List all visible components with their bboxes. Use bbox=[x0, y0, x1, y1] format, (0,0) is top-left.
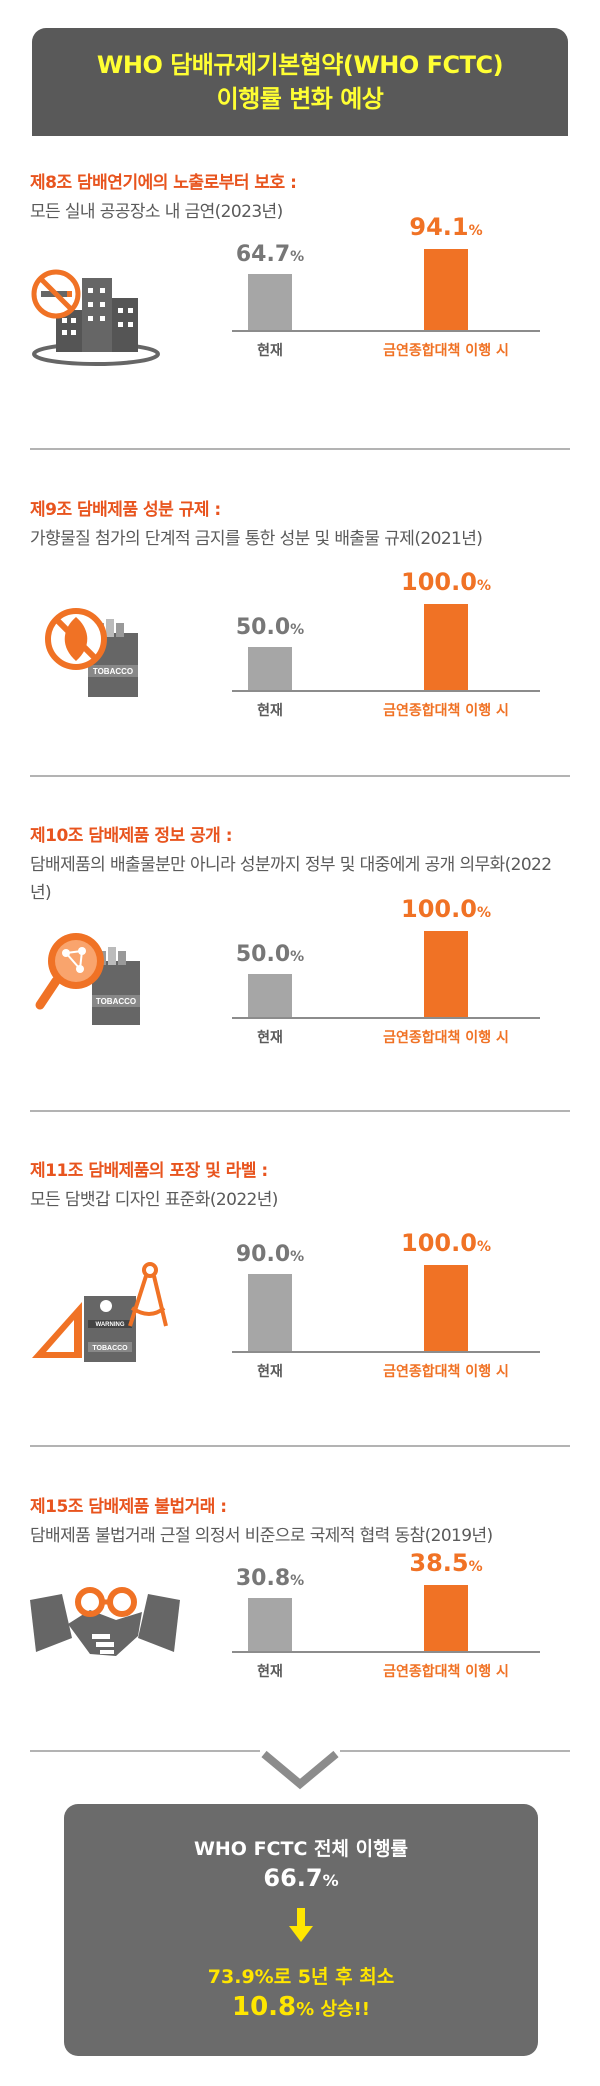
category-label-current: 현재 bbox=[257, 1664, 283, 1680]
bar-current bbox=[248, 1274, 292, 1351]
category-label-target: 금연종합대책 이행 시 bbox=[383, 1364, 509, 1380]
section-description: 가향물질 첨가의 단계적 금지를 통한 성분 및 배출물 규제(2021년) bbox=[30, 529, 483, 549]
arrow-down-icon bbox=[289, 1908, 313, 1942]
value-number: 50.0 bbox=[235, 615, 291, 640]
value-label-current: 30.8% bbox=[190, 1566, 350, 1591]
value-label-target: 38.5% bbox=[366, 1549, 526, 1577]
summary-rise-value: 10.8 bbox=[232, 1992, 297, 2022]
value-number: 64.7 bbox=[235, 242, 291, 267]
article-section-2: 제9조 담배제품 성분 규제 : 가향물질 첨가의 단계적 금지를 통한 성분 및… bbox=[0, 495, 600, 775]
value-unit: % bbox=[468, 223, 483, 239]
category-label-target: 금연종합대책 이행 시 bbox=[383, 343, 509, 359]
value-number: 100.0 bbox=[401, 568, 477, 596]
section-title: 제11조 담배제품의 포장 및 라벨 : bbox=[30, 1161, 268, 1181]
category-label-target: 금연종합대책 이행 시 bbox=[383, 703, 509, 719]
magnifier-tobacco-icon: TOBACCO bbox=[32, 921, 172, 1035]
value-label-target: 100.0% bbox=[366, 568, 526, 596]
bar-current bbox=[248, 274, 292, 330]
category-label-current: 현재 bbox=[257, 1364, 283, 1380]
category-label-current: 현재 bbox=[257, 1030, 283, 1046]
bar-current bbox=[248, 647, 292, 690]
article-section-4: 제11조 담배제품의 포장 및 라벨 : 모든 담뱃갑 디자인 표준화(2022년… bbox=[0, 1156, 600, 1445]
value-label-target: 100.0% bbox=[366, 1229, 526, 1257]
no-smoking-leaf-tobacco-icon: TOBACCO bbox=[36, 595, 176, 709]
section-title: 제9조 담배제품 성분 규제 : bbox=[30, 500, 221, 520]
bar-current bbox=[248, 974, 292, 1017]
section-divider bbox=[30, 1445, 570, 1447]
section-title: 제10조 담배제품 정보 공개 : bbox=[30, 826, 233, 846]
bar-target bbox=[424, 1585, 468, 1651]
bar-target bbox=[424, 1265, 468, 1351]
header-title-line1: WHO 담배규제기본협약(WHO FCTC) bbox=[96, 51, 504, 79]
value-number: 100.0 bbox=[401, 895, 477, 923]
category-label-target: 금연종합대책 이행 시 bbox=[383, 1030, 509, 1046]
bar-target bbox=[424, 604, 468, 690]
value-unit: % bbox=[290, 949, 305, 965]
section-description: 담배제품 불법거래 근절 의정서 비준으로 국제적 협력 동참(2019년) bbox=[30, 1526, 493, 1546]
value-number: 50.0 bbox=[235, 942, 291, 967]
value-number: 94.1 bbox=[409, 213, 469, 241]
article-section-1: 제8조 담배연기에의 노출로부터 보호 : 모든 실내 공공장소 내 금연(202… bbox=[0, 168, 600, 448]
value-label-target: 100.0% bbox=[366, 895, 526, 923]
pack-text: TOBACCO bbox=[92, 1345, 128, 1352]
value-label-current: 50.0% bbox=[190, 615, 350, 640]
summary-title: WHO FCTC 전체 이행률 bbox=[193, 1838, 409, 1860]
value-number: 100.0 bbox=[401, 1229, 477, 1257]
value-label-current: 50.0% bbox=[190, 942, 350, 967]
summary-total-value: 66.7 bbox=[263, 1864, 323, 1892]
category-label-current: 현재 bbox=[257, 703, 283, 719]
value-label-current: 90.0% bbox=[190, 1242, 350, 1267]
value-unit: % bbox=[290, 249, 305, 265]
value-unit: % bbox=[476, 1239, 491, 1255]
summary-total-unit: % bbox=[322, 1871, 339, 1890]
section-title: 제15조 담배제품 불법거래 : bbox=[30, 1497, 227, 1517]
value-unit: % bbox=[290, 1573, 305, 1589]
value-number: 30.8 bbox=[235, 1566, 291, 1591]
article-section-3: 제10조 담배제품 정보 공개 : 담배제품의 배출물분만 아니라 성분까지 정부… bbox=[0, 821, 600, 1110]
bar-current bbox=[248, 1598, 292, 1651]
chart-baseline bbox=[232, 1651, 540, 1653]
pack-text: TOBACCO bbox=[93, 667, 133, 676]
value-unit: % bbox=[290, 1249, 305, 1265]
section-divider bbox=[30, 775, 570, 777]
summary-rise-suffix: % 상승!! bbox=[296, 1999, 370, 2020]
warning-pack-drafting-tools-icon: WARNING TOBACCO bbox=[26, 1256, 176, 1370]
value-label-target: 94.1% bbox=[366, 213, 526, 241]
header-title-line2: 이행률 변화 예상 bbox=[216, 85, 384, 113]
value-label-current: 64.7% bbox=[190, 242, 350, 267]
section-divider bbox=[340, 1750, 570, 1752]
section-title: 제8조 담배연기에의 노출로부터 보호 : bbox=[30, 173, 297, 193]
chart-baseline bbox=[232, 690, 540, 692]
pack-text: WARNING bbox=[96, 1322, 125, 1328]
section-description: 담배제품의 배출물분만 아니라 성분까지 정부 및 대중에게 공개 의무화(20… bbox=[30, 855, 552, 903]
article-section-5: 제15조 담배제품 불법거래 : 담배제품 불법거래 근절 의정서 비준으로 국제… bbox=[0, 1492, 600, 1750]
summary-total: 66.7% bbox=[64, 1864, 538, 1892]
value-number: 38.5 bbox=[409, 1549, 469, 1577]
value-unit: % bbox=[290, 622, 305, 638]
no-smoking-building-icon bbox=[26, 258, 166, 372]
pack-text: TOBACCO bbox=[96, 997, 136, 1006]
chart-baseline bbox=[232, 1351, 540, 1353]
summary-box: WHO FCTC 전체 이행률 66.7% 73.9%로 5년 후 최소 10.… bbox=[64, 1804, 538, 2056]
bar-target bbox=[424, 249, 468, 330]
bar-target bbox=[424, 931, 468, 1017]
section-divider bbox=[30, 1110, 570, 1112]
chart-baseline bbox=[232, 330, 540, 332]
handshake-handcuffs-icon bbox=[30, 1580, 180, 1684]
category-label-target: 금연종합대책 이행 시 bbox=[383, 1664, 509, 1680]
summary-rise: 10.8% 상승!! bbox=[64, 1992, 538, 2022]
section-divider bbox=[30, 1750, 260, 1752]
chevron-down-icon bbox=[261, 1750, 339, 1790]
summary-forecast: 73.9%로 5년 후 최소 bbox=[207, 1966, 395, 1988]
value-unit: % bbox=[468, 1559, 483, 1575]
infographic-header: WHO 담배규제기본협약(WHO FCTC) 이행률 변화 예상 bbox=[32, 28, 568, 136]
section-description: 모든 담뱃갑 디자인 표준화(2022년) bbox=[30, 1190, 278, 1210]
section-divider bbox=[30, 448, 570, 450]
value-unit: % bbox=[476, 905, 491, 921]
chart-baseline bbox=[232, 1017, 540, 1019]
value-unit: % bbox=[476, 578, 491, 594]
section-description: 모든 실내 공공장소 내 금연(2023년) bbox=[30, 202, 283, 222]
category-label-current: 현재 bbox=[257, 343, 283, 359]
value-number: 90.0 bbox=[235, 1242, 291, 1267]
